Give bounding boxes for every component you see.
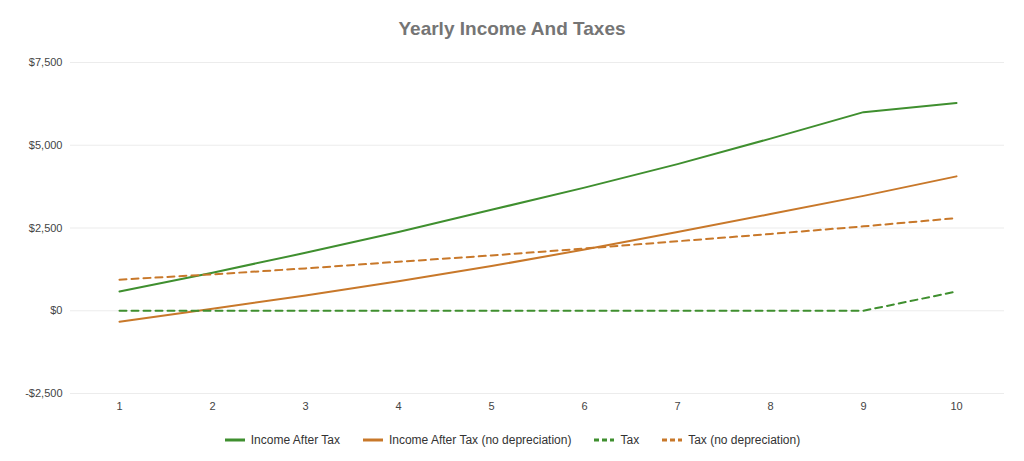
svg-text:8: 8 xyxy=(767,400,773,412)
svg-text:3: 3 xyxy=(302,400,308,412)
svg-text:9: 9 xyxy=(860,400,866,412)
svg-text:$5,000: $5,000 xyxy=(29,139,63,151)
svg-text:5: 5 xyxy=(488,400,494,412)
svg-text:6: 6 xyxy=(581,400,587,412)
svg-text:2: 2 xyxy=(209,400,215,412)
svg-text:$7,500: $7,500 xyxy=(29,56,63,68)
html-text:Income After Tax: Income After Tax xyxy=(250,433,340,447)
svg-text:-$2,500: -$2,500 xyxy=(25,387,62,399)
svg-text:4: 4 xyxy=(395,400,401,412)
html-text:Tax (no depreciation): Tax (no depreciation) xyxy=(688,433,801,447)
svg-text:1: 1 xyxy=(116,400,122,412)
html-text:Tax: Tax xyxy=(620,433,640,447)
svg-text:10: 10 xyxy=(950,400,962,412)
html-text:Yearly Income And Taxes: Yearly Income And Taxes xyxy=(398,18,626,39)
html-text:Income After Tax (no depreciat: Income After Tax (no depreciation) xyxy=(388,433,572,447)
svg-text:$2,500: $2,500 xyxy=(29,222,63,234)
svg-text:$0: $0 xyxy=(50,304,62,316)
svg-text:7: 7 xyxy=(674,400,680,412)
